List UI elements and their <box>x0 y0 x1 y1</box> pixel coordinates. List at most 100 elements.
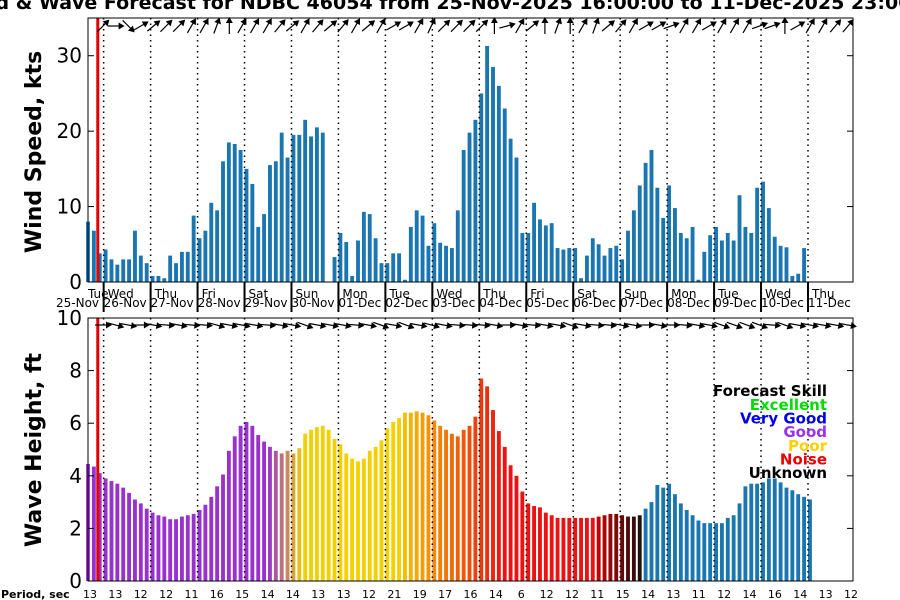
wind-bar <box>250 183 255 282</box>
wind-bar <box>596 244 601 282</box>
wave-direction-arrow <box>688 322 706 329</box>
period-value: 15 <box>235 588 249 600</box>
wind-bar <box>238 150 243 282</box>
wind-bar <box>103 249 108 282</box>
wave-bar <box>97 473 102 581</box>
wave-bar <box>491 410 495 581</box>
wave-direction-arrow-head <box>382 322 390 330</box>
wind-bar <box>268 165 272 282</box>
day-name-label: Thu <box>154 287 178 301</box>
wave-bar <box>438 425 443 581</box>
wave-direction-arrow <box>549 322 567 329</box>
wave-bar <box>467 425 472 581</box>
wind-bar <box>285 157 290 282</box>
wind-direction-arrow <box>701 21 717 31</box>
wave-bar <box>755 483 760 581</box>
wind-bar <box>778 245 783 282</box>
wave-bar <box>273 450 278 581</box>
wave-bar <box>221 474 225 581</box>
day-name-label: Mon <box>342 287 367 301</box>
period-value: 12 <box>159 588 173 600</box>
wave-bar <box>461 429 466 581</box>
wind-bar <box>690 226 695 282</box>
wind-bar <box>273 161 278 282</box>
wave-direction-arrow <box>95 321 112 329</box>
wind-bar <box>620 259 625 282</box>
wind-bar <box>637 185 642 282</box>
wave-bar <box>602 515 607 581</box>
wind-direction-arrow-head <box>252 18 260 26</box>
period-value: 12 <box>134 588 148 600</box>
wind-direction-arrow <box>398 21 414 31</box>
wind-direction-arrow <box>818 18 828 34</box>
period-value: 13 <box>666 588 680 600</box>
wind-bar <box>538 219 542 282</box>
wind-bar <box>121 259 126 282</box>
wind-bar <box>256 226 261 282</box>
wave-direction-arrow <box>612 322 630 329</box>
wave-direction-arrow-head <box>774 321 782 329</box>
wind-direction-arrow-head <box>368 20 376 27</box>
wave-bar <box>320 425 325 581</box>
wind-bar <box>708 235 713 282</box>
wave-bar <box>684 509 689 581</box>
wave-direction-arrow <box>473 321 491 329</box>
wind-direction-arrow-head <box>178 19 186 27</box>
wave-bar <box>749 483 754 581</box>
wind-direction-arrow-head <box>709 21 717 28</box>
wind-direction-arrow-head <box>761 21 769 29</box>
period-value: 13 <box>108 588 122 600</box>
wave-bar <box>232 436 237 581</box>
wind-direction-arrow <box>638 21 654 31</box>
wave-y-tick-label: 8 <box>69 359 82 383</box>
wind-bar <box>444 245 448 282</box>
day-name-label: Thu <box>482 287 506 301</box>
wave-direction-arrow <box>827 322 845 329</box>
wind-bar <box>678 232 683 282</box>
wind-bar <box>491 67 495 282</box>
chart-title: Wind & Wave Forecast for NDBC 46054 from… <box>0 0 900 14</box>
wave-bar <box>191 513 196 581</box>
wave-bar <box>121 487 126 581</box>
wind-direction-arrow <box>463 19 476 33</box>
wind-direction-arrow-head <box>153 20 161 27</box>
wave-direction-arrow <box>814 322 832 329</box>
wind-direction-arrow <box>337 19 349 33</box>
wave-y-tick-label: 10 <box>57 306 82 330</box>
wind-direction-arrow <box>376 18 386 34</box>
day-name-label: Mon <box>671 287 696 301</box>
wind-bar <box>784 247 789 282</box>
wave-direction-arrow <box>675 321 693 329</box>
wave-bar <box>238 425 243 581</box>
wave-direction-arrow-head <box>786 322 794 330</box>
wind-bar <box>244 168 249 282</box>
day-name-label: Sat <box>577 287 597 301</box>
wind-direction-arrow <box>499 21 516 29</box>
wind-bar <box>496 85 501 282</box>
wind-bar <box>719 240 724 282</box>
wave-bar <box>361 458 366 581</box>
wind-direction-arrow-head <box>316 19 324 26</box>
wave-direction-arrow-head <box>522 322 529 329</box>
wave-direction-arrow <box>183 321 201 329</box>
wind-bar <box>761 181 765 282</box>
wind-bar <box>97 253 102 282</box>
wind-bar <box>473 119 478 282</box>
wave-direction-arrow-head <box>571 322 579 330</box>
wave-direction-arrow <box>511 322 529 329</box>
wave-direction-arrow-head <box>433 322 440 330</box>
wind-direction-arrow <box>781 17 789 34</box>
wave-bar <box>244 421 249 581</box>
wind-bar <box>449 248 454 282</box>
wave-direction-arrow <box>777 321 794 330</box>
wind-bar <box>749 232 754 282</box>
wave-bar <box>766 478 771 581</box>
wave-direction-arrow-head <box>761 322 769 330</box>
wave-direction-arrow <box>461 321 479 329</box>
wind-bar <box>667 185 672 282</box>
wind-y-tick-label: 20 <box>57 119 82 143</box>
wave-bar <box>567 517 572 581</box>
wave-bar <box>784 487 789 581</box>
wave-bar <box>626 516 630 581</box>
wind-bar <box>772 236 777 282</box>
